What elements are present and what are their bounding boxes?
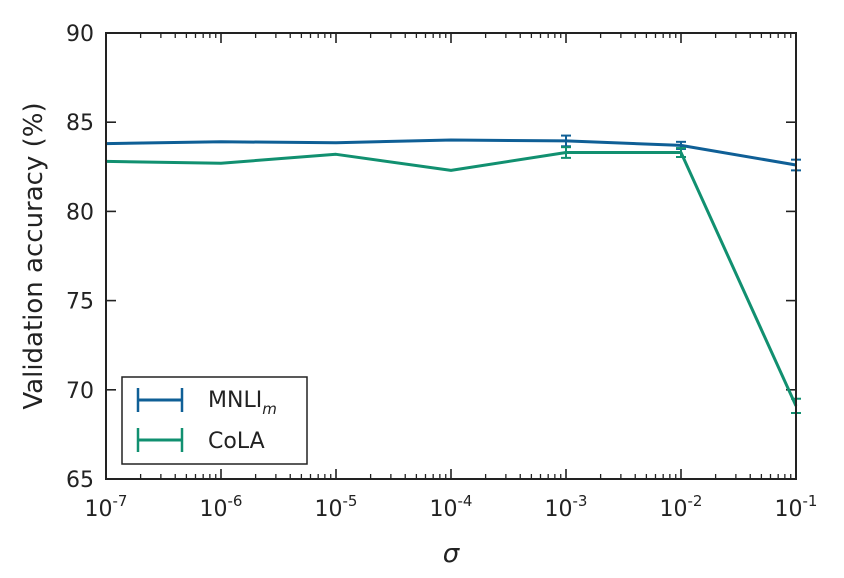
legend-frame [121, 376, 308, 465]
x-tick-label: 10-7 [85, 492, 128, 522]
y-tick-label: 90 [66, 22, 94, 47]
legend: MNLIm CoLA [121, 376, 308, 465]
x-tick-label-base: 10 [430, 497, 458, 522]
y-tick-label: 85 [66, 111, 94, 136]
legend-entry-mnli [136, 388, 184, 412]
x-tick-label-base: 10 [660, 497, 688, 522]
plot-frame [105, 32, 797, 480]
x-tick-label-exponent: -5 [343, 492, 358, 510]
x-tick-label-exponent: -6 [228, 492, 243, 510]
legend-label-cola: CoLA [208, 429, 265, 454]
x-tick-label-base: 10 [315, 497, 343, 522]
x-tick-label: 10-4 [430, 492, 473, 522]
x-tick-label-base: 10 [545, 497, 573, 522]
x-tick-label: 10-2 [660, 492, 703, 522]
x-tick-label-base: 10 [200, 497, 228, 522]
x-tick-label-exponent: -4 [458, 492, 473, 510]
x-tick-label: 10-5 [315, 492, 358, 522]
x-tick-label: 10-3 [545, 492, 588, 522]
x-axis-label: σ [443, 539, 461, 569]
x-tick-label-base: 10 [775, 497, 803, 522]
x-tick-label-exponent: -2 [688, 492, 703, 510]
x-tick-label-exponent: -7 [113, 492, 128, 510]
y-tick-label: 70 [66, 379, 94, 404]
x-tick-label-base: 10 [85, 497, 113, 522]
legend-label-mnli-name: MNLI [208, 388, 262, 413]
x-tick-label-exponent: -3 [573, 492, 588, 510]
legend-label-mnli: MNLIm [208, 388, 277, 418]
legend-entry-cola [136, 428, 184, 452]
y-axis-label: Validation accuracy (%) [19, 102, 49, 409]
x-tick-label: 10-6 [200, 492, 243, 522]
y-tick-label: 65 [66, 468, 94, 493]
y-tick-label: 80 [66, 200, 94, 225]
x-tick-label-exponent: -1 [803, 492, 818, 510]
x-tick-label: 10-1 [775, 492, 818, 522]
y-tick-label: 75 [66, 290, 94, 315]
legend-label-mnli-subscript: m [262, 400, 277, 418]
